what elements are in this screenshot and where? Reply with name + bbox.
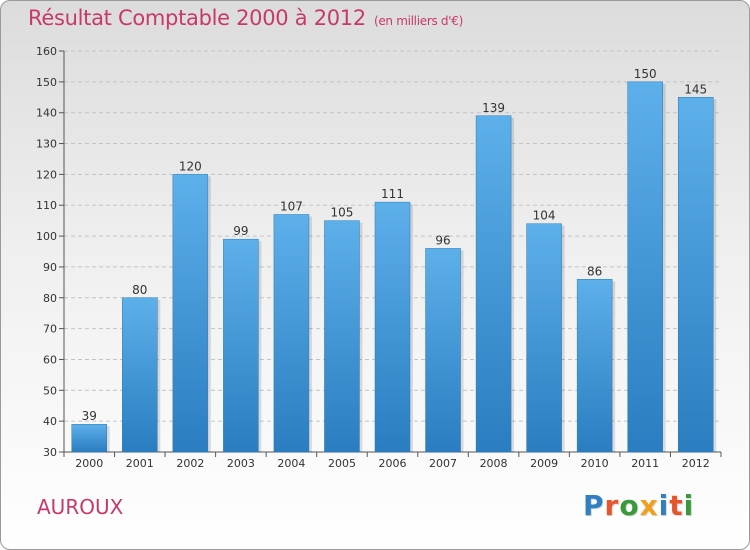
bars xyxy=(71,81,717,453)
y-tick-label: 100 xyxy=(36,230,57,243)
logo-letter: o xyxy=(619,489,640,522)
x-tick-label: 2005 xyxy=(328,457,356,470)
y-tick-label: 110 xyxy=(36,199,57,212)
x-tick-label: 2001 xyxy=(126,457,154,470)
x-tick-label: 2009 xyxy=(530,457,558,470)
bar xyxy=(627,81,663,453)
data-label: 139 xyxy=(482,101,505,115)
data-label: 86 xyxy=(587,264,602,278)
data-label: 107 xyxy=(280,199,303,213)
bar xyxy=(324,220,360,453)
proxiti-logo[interactable]: Proxiti xyxy=(583,489,694,522)
y-tick-label: 40 xyxy=(43,415,57,428)
logo-letter: x xyxy=(639,489,659,522)
y-tick-label: 90 xyxy=(43,261,57,274)
data-label: 80 xyxy=(132,283,147,297)
bar xyxy=(273,214,310,453)
x-tick-label: 2012 xyxy=(682,457,710,470)
bar xyxy=(223,238,259,453)
x-tick-label: 2006 xyxy=(379,457,407,470)
bar xyxy=(526,223,562,453)
chart-title: Résultat Comptable 2000 à 2012 (en millie… xyxy=(28,6,463,30)
x-tick-label: 2008 xyxy=(480,457,508,470)
y-tick-label: 140 xyxy=(36,107,57,120)
data-label: 150 xyxy=(634,67,657,81)
logo-letter: i xyxy=(683,489,695,522)
y-tick-label: 160 xyxy=(36,45,57,58)
bar xyxy=(71,423,108,453)
data-label: 105 xyxy=(331,206,354,220)
bar xyxy=(172,174,209,453)
bar xyxy=(677,97,714,453)
axes: 30 40 50 60 70 80 90 100 110 120 130 140 150 160 2000 2… xyxy=(36,45,722,470)
chart-subtitle: (en milliers d'€) xyxy=(373,14,463,28)
logo-letter: t xyxy=(669,489,684,522)
bar xyxy=(475,115,512,453)
logo-letter: r xyxy=(604,489,620,522)
x-tick-label: 2000 xyxy=(75,457,103,470)
y-tick-label: 120 xyxy=(36,168,57,181)
y-tick-label: 70 xyxy=(43,323,57,336)
data-label: 99 xyxy=(233,224,248,238)
bar xyxy=(122,297,158,453)
y-tick-label: 60 xyxy=(43,353,57,366)
y-tick-label: 80 xyxy=(43,292,57,305)
logo-letter: i xyxy=(658,489,670,522)
data-label: 111 xyxy=(381,187,404,201)
y-tick-label: 30 xyxy=(43,446,57,459)
x-tick-label: 2003 xyxy=(227,457,255,470)
x-tick-label: 2002 xyxy=(176,457,204,470)
data-label: 120 xyxy=(179,159,202,173)
x-tick-label: 2007 xyxy=(429,457,457,470)
data-label: 145 xyxy=(684,82,707,96)
x-tick-label: 2011 xyxy=(631,457,659,470)
bar xyxy=(374,201,411,453)
x-tick-label: 2004 xyxy=(277,457,305,470)
chart-title-text: Résultat Comptable 2000 à 2012 xyxy=(28,6,366,30)
y-tick-label: 130 xyxy=(36,138,57,151)
bar xyxy=(425,248,461,453)
data-label: 39 xyxy=(82,409,97,423)
commune-name: AUROUX xyxy=(37,495,124,519)
logo-letter: P xyxy=(583,489,605,522)
y-tick-label: 150 xyxy=(36,76,57,89)
y-tick-label: 50 xyxy=(43,384,57,397)
data-label: 104 xyxy=(533,209,556,223)
bar xyxy=(576,279,613,453)
data-labels: 39 80 120 99 107 105 111 96 139 104 86 150 145 xyxy=(82,67,708,423)
x-tick-label: 2010 xyxy=(581,457,609,470)
data-label: 96 xyxy=(435,233,450,247)
